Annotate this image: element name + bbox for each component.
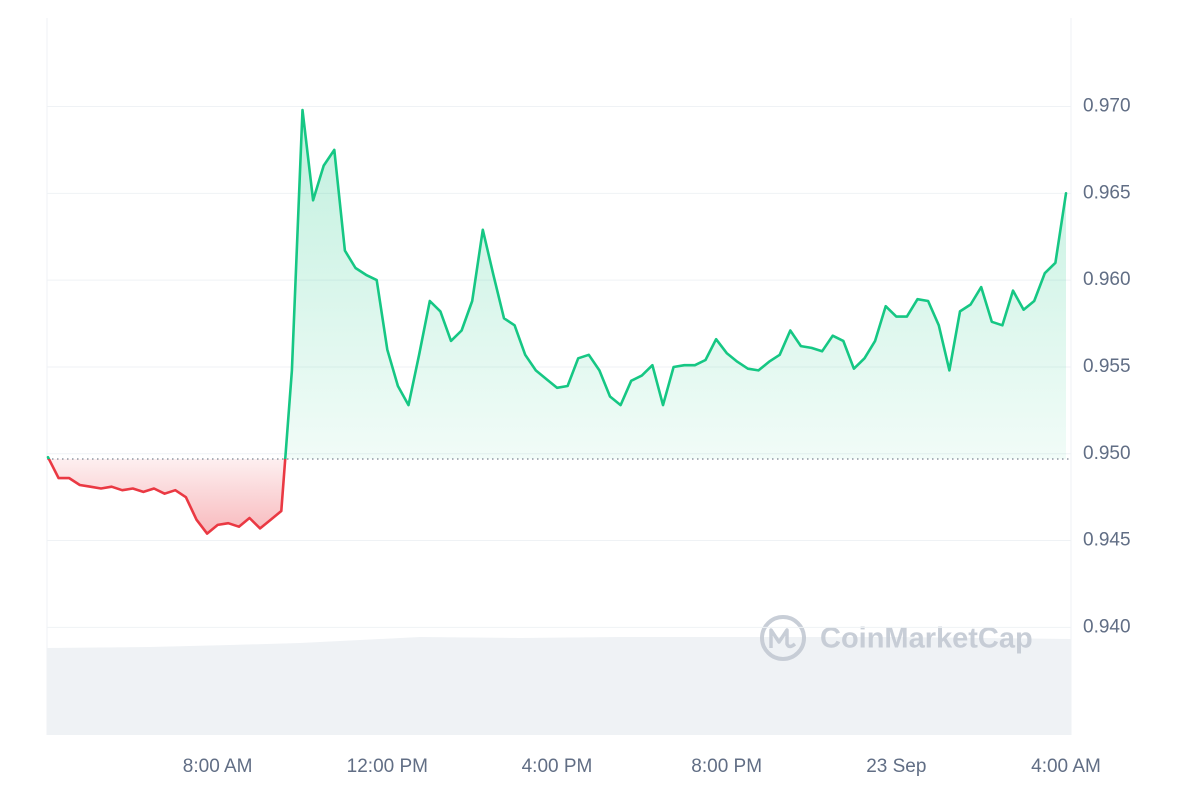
watermark-text: CoinMarketCap	[820, 623, 1033, 655]
watermark-logo	[760, 615, 806, 661]
x-tick-label: 4:00 AM	[1031, 756, 1101, 777]
y-tick-label: 0.950	[1083, 443, 1131, 464]
watermark: CoinMarketCap	[760, 615, 1033, 661]
x-tick-label: 8:00 PM	[691, 756, 762, 777]
x-tick-label: 12:00 PM	[347, 756, 428, 777]
area-fill	[48, 110, 1066, 534]
y-tick-label: 0.955	[1083, 356, 1131, 377]
x-tick-label: 23 Sep	[866, 756, 926, 777]
watermark-logo-mark	[769, 628, 797, 649]
y-tick-label: 0.940	[1083, 616, 1131, 637]
y-tick-label: 0.970	[1083, 96, 1131, 117]
y-tick-label: 0.945	[1083, 530, 1131, 551]
price-line	[46, 108, 1068, 535]
x-tick-label: 4:00 PM	[522, 756, 593, 777]
volume-area	[47, 637, 1071, 735]
y-tick-label: 0.960	[1083, 269, 1131, 290]
x-tick-label: 8:00 AM	[183, 756, 253, 777]
y-tick-label: 0.965	[1083, 182, 1131, 203]
